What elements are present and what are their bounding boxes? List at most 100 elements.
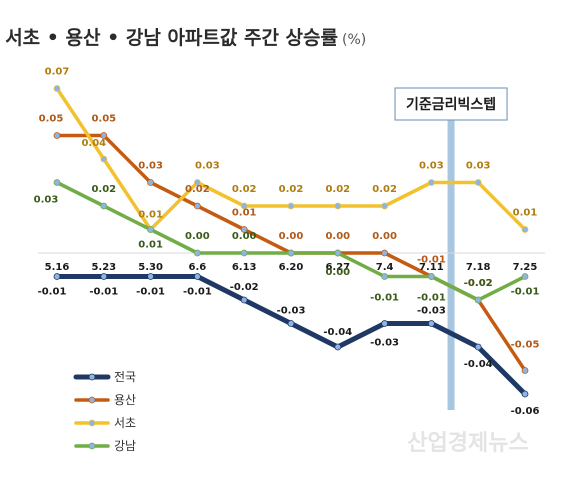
data-point-서초 [381,202,389,210]
data-point-용산 [193,202,201,210]
data-label-서초: 0.03 [419,161,444,172]
data-label-서초: 0.02 [372,184,397,195]
data-point-서초 [100,155,108,163]
annotation-label: 기준금리빅스텝 [406,96,496,113]
data-point-용산 [240,226,248,233]
data-label-용산: -0.02 [464,278,493,289]
x-tick-label: 6.6 [189,262,207,273]
legend-label: 용산 [114,393,136,407]
legend-marker [88,419,96,427]
data-label-용산: 0.00 [372,231,397,242]
data-point-강남 [334,249,342,257]
data-label-용산: 0.02 [185,184,210,195]
data-label-강남: 0.03 [34,195,59,206]
legend-label: 강남 [114,439,136,453]
data-label-강남: 0.01 [138,240,163,251]
data-label-강남: 0.00 [185,231,210,242]
data-point-전국 [240,296,248,304]
data-point-전국 [287,320,295,327]
x-tick-label: 7.11 [419,262,444,273]
x-tick-label: 6.13 [232,262,257,273]
data-point-강남 [240,249,248,257]
x-tick-label: 7.18 [466,262,491,273]
data-label-전국: -0.01 [89,287,118,298]
data-point-강남 [474,296,482,304]
data-label-용산: 0.05 [39,114,64,125]
data-label-전국: -0.01 [183,287,212,298]
data-point-서초 [193,179,201,186]
watermark: 산업경제뉴스 [407,431,528,456]
data-point-전국 [193,273,201,280]
chart-title-text: 서초 • 용산 • 강남 아파트값 주간 상승률 [5,27,338,49]
data-label-서초: 0.01 [138,210,163,221]
data-label-전국: -0.03 [417,306,446,317]
data-point-용산 [521,367,529,374]
data-label-전국: -0.04 [323,327,352,338]
x-tick-label: 7.4 [376,262,394,273]
data-label-강남: -0.01 [370,293,399,304]
data-label-서초: 0.07 [45,67,70,78]
data-point-서초 [334,202,342,210]
data-point-전국 [334,343,342,351]
x-tick-label: 5.30 [138,262,163,273]
data-label-전국: -0.04 [464,359,493,370]
data-point-전국 [147,273,155,280]
data-point-용산 [53,132,61,139]
data-label-용산: 0.03 [138,161,163,172]
data-point-전국 [521,390,529,398]
data-label-전국: -0.02 [230,282,259,293]
data-label-전국: -0.01 [38,287,67,298]
data-point-전국 [474,343,482,351]
legend-label: 전국 [114,370,136,384]
x-tick-label: 7.25 [513,262,538,273]
legend-label: 서초 [114,416,136,430]
data-point-강남 [193,249,201,257]
data-point-강남 [381,273,389,280]
data-label-강남: -0.01 [511,287,540,298]
data-point-강남 [147,226,155,233]
data-point-서초 [287,202,295,210]
data-label-서초: 0.02 [325,184,350,195]
data-label-서초: 0.01 [513,208,538,219]
data-label-강남: -0.02 [464,278,493,289]
legend-marker [88,373,96,381]
legend-marker [88,396,96,404]
data-point-서초 [521,226,529,233]
data-label-용산: 0.00 [279,231,304,242]
data-label-전국: -0.06 [511,406,540,417]
data-point-서초 [53,85,61,92]
data-label-용산: 0.00 [325,231,350,242]
x-tick-label: 5.23 [91,262,116,273]
data-label-용산: -0.05 [511,340,540,351]
data-label-서초: 0.03 [466,161,491,172]
data-label-서초: 0.02 [232,184,257,195]
annotation-box [394,87,508,121]
data-point-용산 [147,179,155,186]
data-label-서초: 0.03 [195,161,220,172]
data-point-서초 [427,179,435,186]
data-label-강남: 0.02 [91,184,116,195]
data-point-강남 [427,273,435,280]
data-point-강남 [287,249,295,257]
chart-title: 서초 • 용산 • 강남 아파트값 주간 상승률 (%) [5,27,366,49]
chart-unit-text: (%) [342,32,366,48]
data-label-전국: -0.03 [277,306,306,317]
data-label-강남: 0.00 [232,231,257,242]
data-label-용산: -0.01 [417,255,446,266]
data-label-전국: -0.01 [136,287,165,298]
annotation-band [447,118,455,410]
x-tick-label: 6.27 [325,262,350,273]
legend-marker [88,442,96,450]
data-point-서초 [240,202,248,210]
data-label-강남: -0.01 [417,293,446,304]
data-label-전국: -0.03 [370,338,399,349]
data-point-전국 [381,320,389,327]
data-point-강남 [100,202,108,210]
data-label-서초: 0.04 [81,138,106,149]
data-point-전국 [53,273,61,280]
x-tick-label: 6.20 [279,262,304,273]
data-label-서초: 0.02 [279,184,304,195]
data-point-서초 [474,179,482,186]
